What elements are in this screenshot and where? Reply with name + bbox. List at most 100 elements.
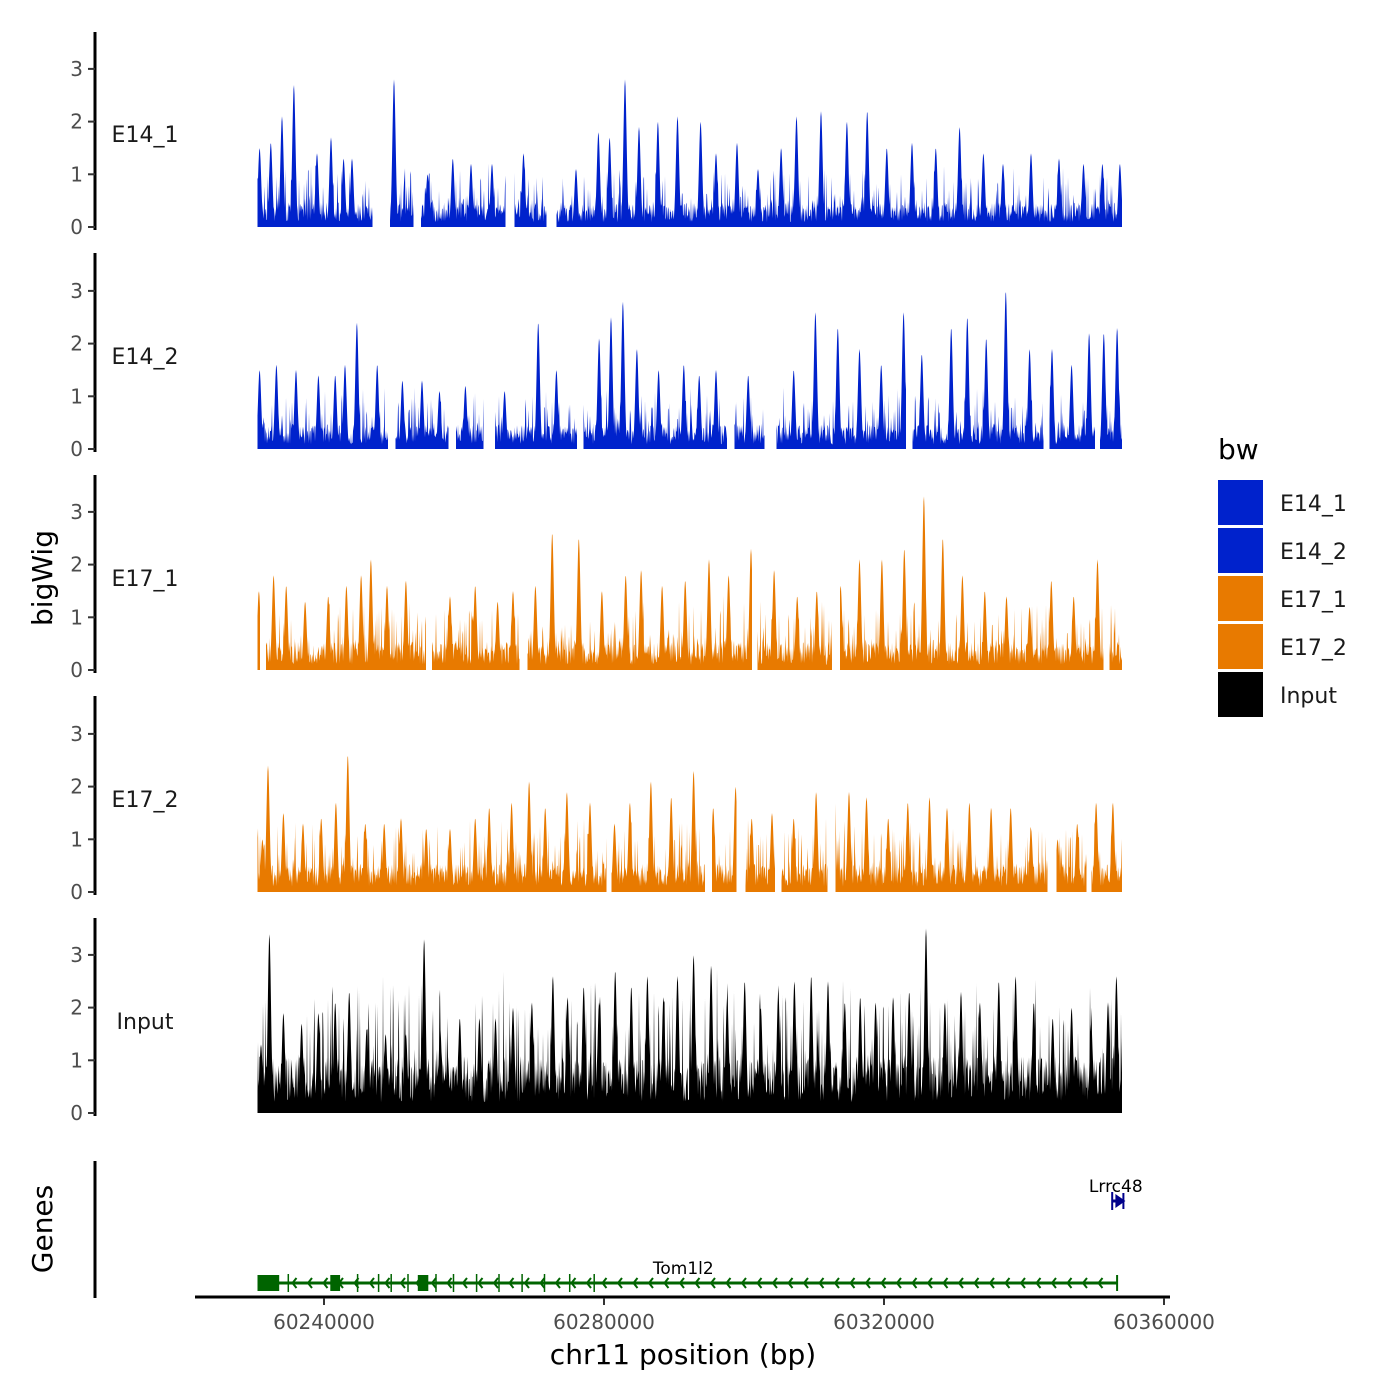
legend-item-e17-2: E17_2 [1218, 624, 1347, 669]
strand-arrow [554, 1277, 561, 1289]
strand-arrow [663, 1277, 670, 1289]
y-tick-label: 3 [70, 722, 83, 746]
track-panel-e14-2: E14_2 0 1 2 3 [70, 253, 1122, 461]
strand-arrow [492, 1277, 499, 1289]
legend-label-input: Input [1280, 684, 1337, 709]
strand-arrow [926, 1277, 933, 1289]
strand-arrow [291, 1277, 298, 1289]
strand-arrow [678, 1277, 685, 1289]
legend-key-e14-2 [1218, 528, 1263, 573]
exon-block [417, 1275, 429, 1291]
strand-arrow [306, 1277, 313, 1289]
y-tick-label: 0 [70, 658, 83, 682]
legend-title: bw [1218, 433, 1259, 466]
strand-arrow [368, 1277, 375, 1289]
track-label: E17_1 [112, 567, 179, 592]
track-label: E17_2 [112, 788, 179, 813]
strand-arrow [849, 1277, 856, 1289]
strand-arrow [384, 1277, 391, 1289]
y-tick-label: 3 [70, 500, 83, 524]
strand-arrow [911, 1277, 918, 1289]
y-tick-label: 1 [70, 384, 83, 408]
strand-arrow [647, 1277, 654, 1289]
track-panel-e14-1: E14_1 0 1 2 3 [70, 32, 1122, 239]
strand-arrow [771, 1277, 778, 1289]
track-label: Input [117, 1010, 174, 1035]
strand-arrow [895, 1277, 902, 1289]
track-label: E14_2 [112, 345, 179, 370]
strand-arrow [1019, 1277, 1026, 1289]
y-tick-label: 1 [70, 162, 83, 186]
signal-area-e14-1 [257, 79, 1122, 228]
strand-arrow [1066, 1277, 1073, 1289]
strand-arrow [1097, 1277, 1104, 1289]
strand-arrow [802, 1277, 809, 1289]
y-axis-title: bigWig [26, 530, 59, 626]
exon-block [330, 1275, 341, 1291]
legend-item-input: Input [1218, 672, 1337, 717]
strand-arrow [632, 1277, 639, 1289]
strand-arrow [725, 1277, 732, 1289]
gene-label: Lrrc48 [1089, 1177, 1143, 1197]
y-tick-label: 0 [70, 880, 83, 904]
strand-arrow [322, 1277, 329, 1289]
y-tick-label: 3 [70, 57, 83, 81]
strand-arrow [833, 1277, 840, 1289]
x-tick-label: 60320000 [833, 1310, 935, 1334]
strand-arrow [539, 1277, 546, 1289]
gene-tom1l2: Tom1l2 [257, 1259, 1119, 1292]
strand-arrow [523, 1277, 530, 1289]
gene-lrrc48: Lrrc48 [1089, 1177, 1143, 1210]
strand-arrow [1050, 1277, 1057, 1289]
strand-arrow [1035, 1277, 1042, 1289]
strand-arrow [864, 1277, 871, 1289]
track-label: E14_1 [112, 123, 179, 148]
legend-label-e17-1: E17_1 [1280, 588, 1347, 613]
y-tick-label: 2 [70, 332, 83, 356]
signal-area-e17-1 [257, 496, 1122, 670]
legend-item-e17-1: E17_1 [1218, 576, 1347, 621]
strand-arrow [446, 1277, 453, 1289]
legend-item-e14-1: E14_1 [1218, 480, 1347, 525]
strand-arrow [616, 1277, 623, 1289]
genes-track: Tom1l2 Lrrc48 [93, 1161, 1143, 1298]
legend: bw E14_1 E14_2 E17_1 E17_2 Input [1218, 433, 1347, 717]
signal-area-e14-2 [257, 292, 1122, 449]
strand-arrow [756, 1277, 763, 1289]
y-tick-label: 2 [70, 996, 83, 1020]
y-tick-label: 2 [70, 110, 83, 134]
x-tick-label: 60280000 [553, 1310, 655, 1334]
legend-key-input [1218, 672, 1263, 717]
y-tick-label: 3 [70, 279, 83, 303]
strand-arrow [709, 1277, 716, 1289]
legend-key-e14-1 [1218, 480, 1263, 525]
track-panel-input: Input 0 1 2 3 [70, 918, 1122, 1125]
strand-arrow [988, 1277, 995, 1289]
y-tick-label: 0 [70, 215, 83, 239]
strand-arrow [585, 1277, 592, 1289]
strand-arrow [461, 1277, 468, 1289]
strand-arrow [740, 1277, 747, 1289]
strand-arrow [880, 1277, 887, 1289]
legend-key-e17-1 [1218, 576, 1263, 621]
y-tick-label: 0 [70, 1101, 83, 1125]
y-tick-label: 2 [70, 553, 83, 577]
strand-arrow [570, 1277, 577, 1289]
y-tick-label: 1 [70, 1048, 83, 1072]
strand-arrow [942, 1277, 949, 1289]
x-axis: 60240000 60280000 60320000 60360000 [195, 1295, 1215, 1334]
strand-arrow [601, 1277, 608, 1289]
y-tick-label: 3 [70, 943, 83, 967]
strand-arrow [1115, 1194, 1126, 1208]
strand-arrow [508, 1277, 515, 1289]
strand-arrow [957, 1277, 964, 1289]
strand-arrow [787, 1277, 794, 1289]
strand-arrow [694, 1277, 701, 1289]
legend-label-e14-2: E14_2 [1280, 540, 1347, 565]
exon-block [257, 1275, 280, 1291]
strand-arrow [430, 1277, 437, 1289]
y-tick-label: 2 [70, 775, 83, 799]
legend-item-e14-2: E14_2 [1218, 528, 1347, 573]
strand-arrow [818, 1277, 825, 1289]
strand-arrow [973, 1277, 980, 1289]
